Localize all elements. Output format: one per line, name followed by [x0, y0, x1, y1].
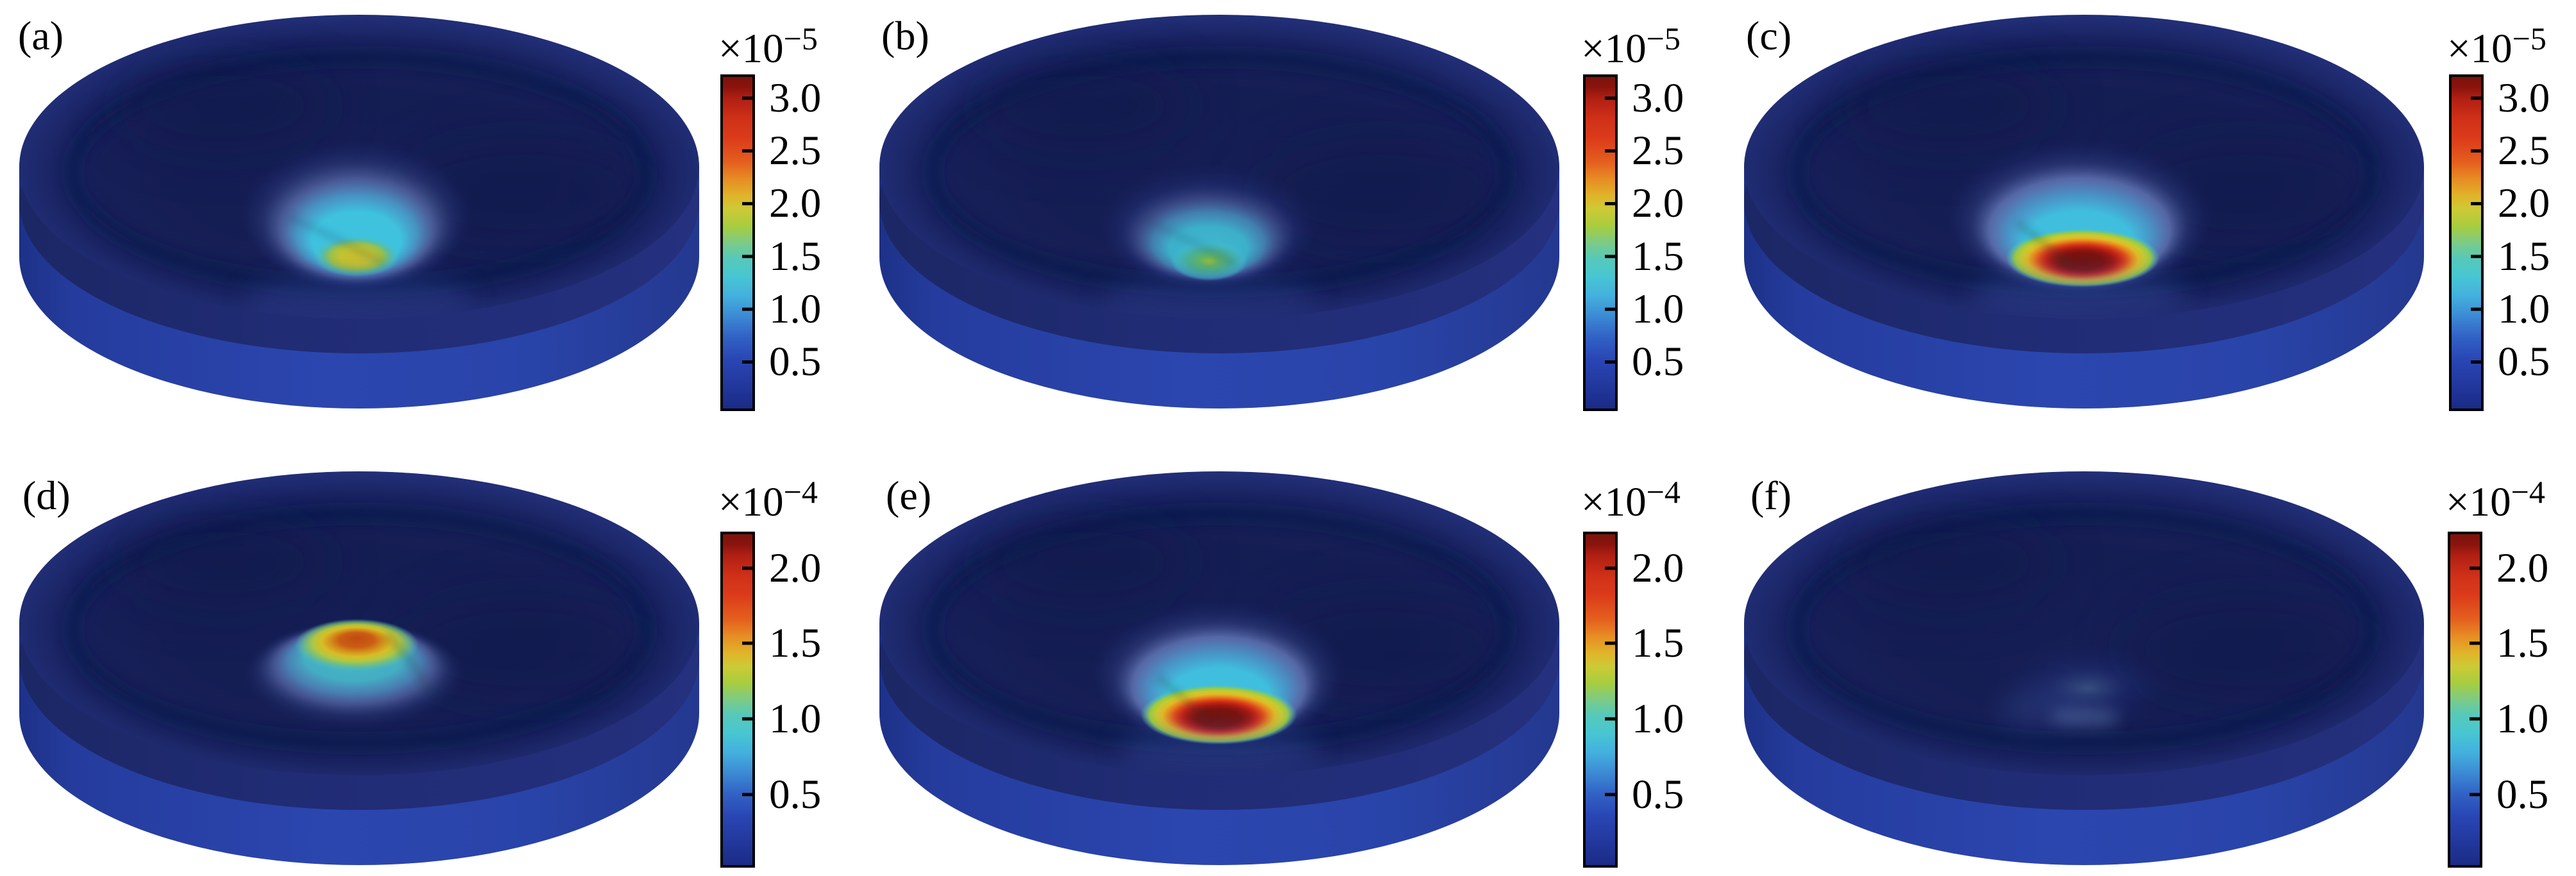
- svg-text:(f): (f): [1750, 473, 1792, 518]
- svg-text:(b): (b): [881, 13, 929, 58]
- svg-text:(c): (c): [1746, 13, 1792, 58]
- svg-text:(a): (a): [18, 13, 64, 58]
- svg-text:(d): (d): [22, 473, 71, 518]
- svg-text:(e): (e): [886, 473, 931, 518]
